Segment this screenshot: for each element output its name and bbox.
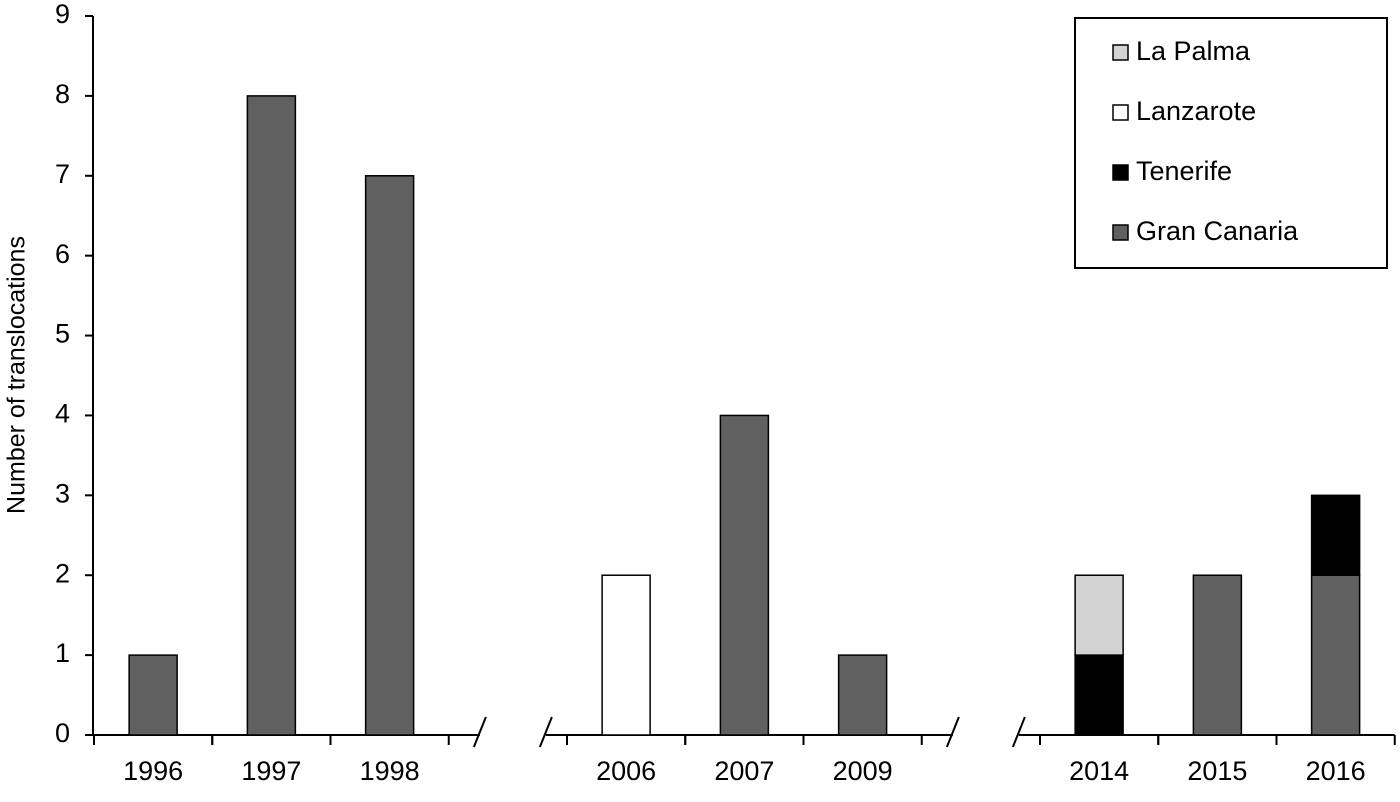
x-tick-label: 2015 (1187, 756, 1247, 786)
x-tick-label: 2016 (1306, 756, 1366, 786)
legend-swatch (1112, 104, 1129, 121)
legend-swatch (1112, 224, 1129, 241)
x-tick-label: 2006 (596, 756, 656, 786)
x-tick-label: 2009 (833, 756, 893, 786)
bar-segment (246, 95, 297, 736)
legend-label: Lanzarote (1136, 96, 1256, 126)
bar-segment (1074, 654, 1124, 736)
bar-segment (1310, 574, 1361, 736)
y-tick-label: 0 (55, 718, 70, 748)
y-tick-label: 5 (55, 319, 70, 349)
legend-label: Gran Canaria (1136, 216, 1299, 246)
bar-segment (1192, 574, 1243, 736)
axis-break (472, 716, 487, 748)
x-tick-label: 1997 (241, 756, 301, 786)
y-tick-label: 8 (55, 79, 70, 109)
axis-break (1011, 716, 1026, 748)
x-tick-label: 1998 (360, 756, 420, 786)
y-tick-label: 7 (55, 159, 70, 189)
legend-swatch (1112, 44, 1129, 61)
bar-segment (1310, 494, 1361, 576)
bar-segment (364, 175, 415, 736)
bar-segment (1074, 574, 1124, 656)
y-axis-label: Number of translocations (3, 236, 31, 514)
bar-segment (128, 654, 178, 736)
axis-break (945, 716, 960, 748)
legend-swatch (1112, 164, 1129, 181)
bar-segment (601, 574, 651, 736)
bar-segment (719, 414, 770, 736)
x-tick-label: 2007 (714, 756, 774, 786)
legend-label: La Palma (1136, 36, 1251, 66)
axis-break (538, 716, 553, 748)
y-tick-label: 2 (55, 558, 70, 588)
y-tick-label: 6 (55, 239, 70, 269)
y-tick-label: 3 (55, 478, 70, 508)
x-tick-label: 2014 (1069, 756, 1129, 786)
bar-segment (837, 654, 888, 736)
y-tick-label: 4 (55, 399, 70, 429)
y-tick-label: 9 (55, 0, 70, 29)
x-tick-label: 1996 (123, 756, 183, 786)
legend-label: Tenerife (1136, 156, 1232, 186)
y-tick-label: 1 (55, 638, 70, 668)
